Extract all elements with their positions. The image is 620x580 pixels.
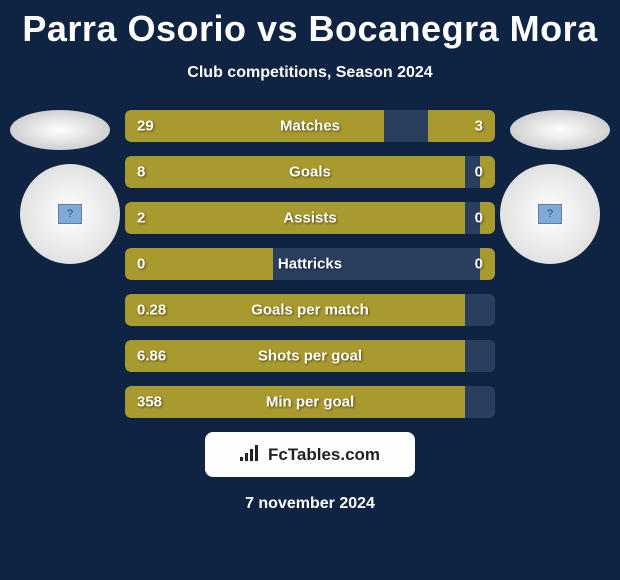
club-logo-left bbox=[10, 110, 110, 150]
stat-label: Matches bbox=[125, 118, 495, 135]
player-badge-left: ? bbox=[20, 164, 120, 264]
brand-badge: FcTables.com bbox=[205, 432, 415, 477]
signal-icon bbox=[240, 445, 262, 465]
brand-text: FcTables.com bbox=[268, 445, 380, 465]
stat-label: Assists bbox=[125, 210, 495, 227]
stat-label: Shots per goal bbox=[125, 348, 495, 365]
stat-label: Goals per match bbox=[125, 302, 495, 319]
stat-bars: 293Matches 80Goals 20Assists 00Hattricks 0.2… bbox=[125, 110, 495, 418]
stat-label: Goals bbox=[125, 164, 495, 181]
subtitle: Club competitions, Season 2024 bbox=[0, 64, 620, 82]
stat-row: 80Goals bbox=[125, 156, 495, 188]
comparison-content: ? ? 293Matches 80Goals 20Assists 00Hattrick… bbox=[0, 110, 620, 418]
date-text: 7 november 2024 bbox=[0, 495, 620, 513]
stat-row: 0.28Goals per match bbox=[125, 294, 495, 326]
player-badge-right: ? bbox=[500, 164, 600, 264]
page-title: Parra Osorio vs Bocanegra Mora bbox=[0, 0, 620, 50]
club-logo-right bbox=[510, 110, 610, 150]
stat-label: Min per goal bbox=[125, 394, 495, 411]
stat-row: 00Hattricks bbox=[125, 248, 495, 280]
placeholder-icon: ? bbox=[58, 204, 82, 224]
stat-row: 20Assists bbox=[125, 202, 495, 234]
placeholder-icon: ? bbox=[538, 204, 562, 224]
stat-row: 358Min per goal bbox=[125, 386, 495, 418]
stat-row: 293Matches bbox=[125, 110, 495, 142]
stat-label: Hattricks bbox=[125, 256, 495, 273]
stat-row: 6.86Shots per goal bbox=[125, 340, 495, 372]
